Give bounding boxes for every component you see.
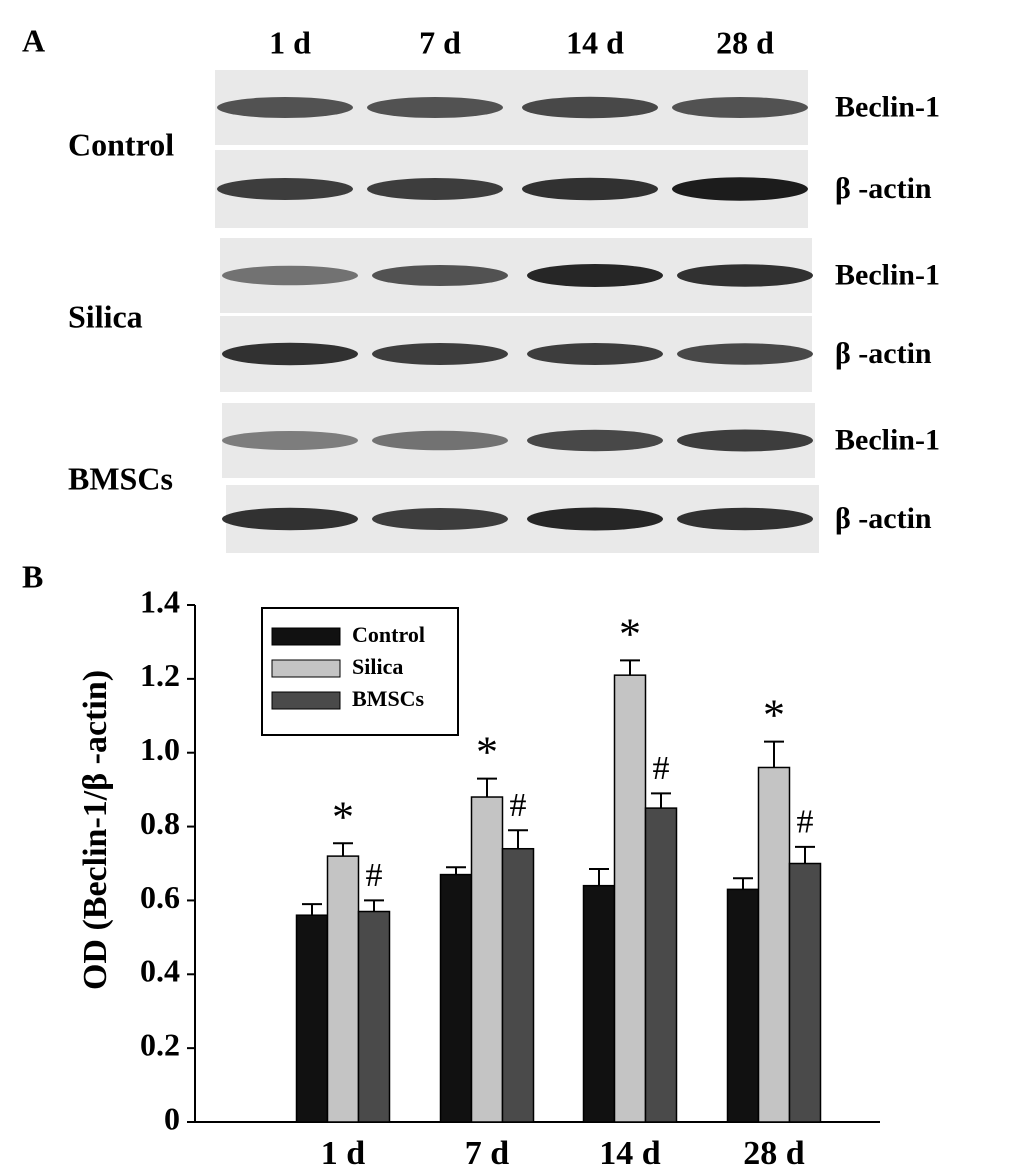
band [372,265,508,286]
band [522,177,658,201]
band [527,429,663,452]
band [222,265,358,286]
y-tick-label: 0.6 [140,879,180,915]
panel-label: B [22,558,43,594]
band [372,508,508,530]
error-bar [764,740,784,768]
band [372,430,508,451]
error-bar [508,829,528,849]
significance-mark: # [653,750,670,787]
y-tick-label: 1.2 [140,657,180,693]
error-bar [733,877,753,890]
band [522,96,658,119]
band [367,178,503,200]
band [217,178,353,200]
y-tick-label: 0.4 [140,953,180,989]
band [677,429,813,452]
band [677,343,813,365]
error-bar [446,866,466,875]
band [677,264,813,287]
band [677,507,813,531]
error-bar [795,845,815,864]
row-label: β -actin [835,172,932,205]
column-label: 1 d [269,24,311,60]
band [367,97,503,118]
band [222,431,358,450]
error-bar [477,777,497,798]
band [222,342,358,366]
significance-mark: # [797,804,814,841]
bar [295,914,329,1123]
legend-swatch [271,627,341,646]
bar [582,884,616,1123]
error-bar [302,903,322,916]
significance-mark: * [619,609,641,658]
panel-label: A [22,22,45,58]
bar [357,910,391,1123]
legend-swatch [271,659,341,678]
error-bar [589,868,609,886]
significance-mark: * [476,728,498,777]
y-tick-label: 0 [164,1100,180,1136]
band [672,177,808,201]
band [217,97,353,118]
bar [788,862,822,1123]
y-tick-label: 1.4 [140,583,180,619]
bar [644,807,678,1123]
band [672,97,808,118]
row-label: Beclin-1 [835,90,940,123]
band [527,343,663,365]
x-tick-label: 7 d [465,1135,510,1172]
legend-label: Silica [352,654,403,679]
bar [439,873,473,1123]
group-label: Silica [68,298,143,334]
column-label: 7 d [419,24,461,60]
significance-mark: # [510,787,527,824]
x-tick-label: 28 d [743,1135,805,1172]
bar [757,766,791,1123]
row-label: β -actin [835,502,932,535]
error-bar [364,899,384,912]
column-label: 14 d [566,24,624,60]
bar [613,674,647,1123]
blot-panel: Control Beclin-1 β -actin Silica Beclin-1 β -… [68,70,940,553]
y-tick-label: 0.2 [140,1026,180,1062]
y-tick-label: 0.8 [140,805,180,841]
significance-mark: # [366,857,383,894]
band [527,264,663,287]
row-label: Beclin-1 [835,258,940,291]
error-bar [333,842,353,857]
significance-mark: * [763,691,785,740]
bar [470,796,504,1123]
band [372,343,508,365]
column-label: 28 d [716,24,774,60]
group-label: BMSCs [68,460,173,496]
error-bar [620,659,640,676]
legend-label: BMSCs [352,686,425,711]
bar [326,855,360,1123]
x-tick-label: 1 d [321,1135,366,1172]
error-bar [651,792,671,809]
band [222,507,358,531]
y-axis-label: OD (Beclin-1/β -actin) [77,670,114,990]
group-label: Control [68,126,174,162]
y-tick-label: 1.0 [140,731,180,767]
bar [501,847,535,1123]
significance-mark: * [332,792,354,841]
bar [726,888,760,1123]
row-label: Beclin-1 [835,423,940,456]
row-label: β -actin [835,337,932,370]
legend-label: Control [352,622,425,647]
legend-swatch [271,691,341,710]
x-tick-label: 14 d [599,1135,661,1172]
band [527,507,663,531]
